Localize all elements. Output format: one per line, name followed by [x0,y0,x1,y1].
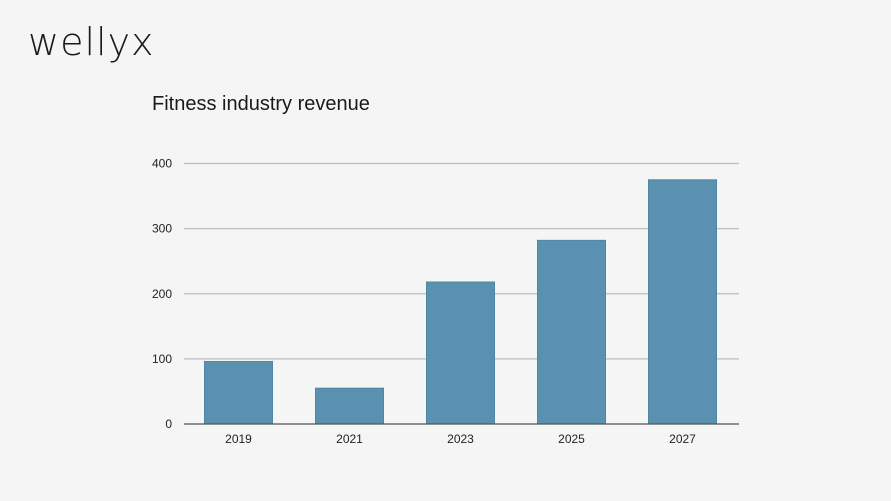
bar-2021 [315,387,384,425]
y-tick-label: 0 [165,417,172,431]
wellyx-logo: wellyx [28,20,155,64]
x-tick-label: 2025 [558,432,585,446]
x-tick-label: 2027 [669,432,696,446]
x-tick-label: 2021 [336,432,363,446]
bar-2019 [204,360,273,425]
x-tick-label: 2023 [447,432,474,446]
chart-title: Fitness industry revenue [152,93,370,115]
y-tick-label: 400 [152,157,172,171]
bar-2023 [426,281,495,425]
x-tick-label: 2019 [225,432,252,446]
bar-2027 [648,179,717,425]
y-tick-label: 100 [152,352,172,366]
bar-2025 [537,239,606,425]
y-tick-label: 200 [152,287,172,301]
y-tick-label: 300 [152,222,172,236]
